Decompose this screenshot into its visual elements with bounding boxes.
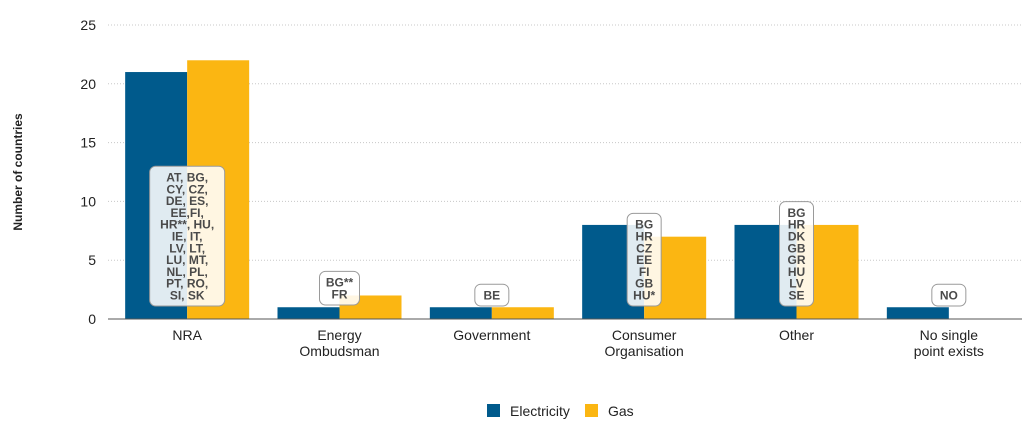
legend-swatch-gas xyxy=(585,404,598,417)
annotation-text-3-3: EE xyxy=(636,253,652,267)
annotation-text-0-8: NL, PL, xyxy=(166,265,207,279)
bar-electricity-1 xyxy=(277,307,340,319)
y-tick-label-0: 0 xyxy=(88,311,96,327)
y-tick-label-10: 10 xyxy=(80,193,96,209)
annotation-text-0-0: AT, BG, xyxy=(166,171,208,185)
annotation-text-0-2: DE, ES, xyxy=(166,194,209,208)
annotation-text-0-7: LU, MT, xyxy=(166,253,208,267)
annotation-text-0-6: LV, LT, xyxy=(169,241,205,255)
annotation-text-4-4: GR xyxy=(788,253,806,267)
y-tick-label-5: 5 xyxy=(88,252,96,268)
y-tick-label-15: 15 xyxy=(80,135,96,151)
annotation-text-0-3: EE,FI, xyxy=(170,206,203,220)
annotation-text-4-7: SE xyxy=(788,289,804,303)
x-tick-label-1-1: Ombudsman xyxy=(299,343,379,359)
x-tick-label-4-0: Other xyxy=(779,327,814,343)
annotation-text-0-5: IE, IT, xyxy=(172,230,203,244)
annotation-text-4-6: LV xyxy=(789,277,803,291)
annotation-text-4-2: DK xyxy=(788,230,806,244)
annotation-text-3-4: FI xyxy=(639,265,650,279)
annotation-text-0-4: HR**, HU, xyxy=(160,218,214,232)
annotation-box-1 xyxy=(319,270,360,306)
annotation-box-3 xyxy=(626,212,662,307)
x-tick-label-3-1: Organisation xyxy=(604,343,683,359)
bar-electricity-5 xyxy=(886,307,949,319)
legend-swatch-electricity xyxy=(487,404,500,417)
y-axis-label: Number of countries xyxy=(11,113,25,231)
bar-electricity-2 xyxy=(429,307,492,319)
x-tick-label-2-0: Government xyxy=(453,327,530,343)
bar-gas-2 xyxy=(491,307,554,319)
y-tick-label-25: 25 xyxy=(80,17,96,33)
annotation-text-4-1: HR xyxy=(788,218,806,232)
annotation-text-3-0: BG xyxy=(635,218,653,232)
annotation-text-0-10: SI, SK xyxy=(170,289,205,303)
annotation-text-0-9: PT, RO, xyxy=(166,277,208,291)
annotation-text-3-5: GB xyxy=(635,277,653,291)
x-tick-label-5-0: No single xyxy=(920,327,979,343)
legend-label-electricity: Electricity xyxy=(510,403,570,419)
annotation-text-4-3: GB xyxy=(788,241,806,255)
annotation-box-2 xyxy=(474,283,510,307)
annotation-text-0-1: CY, CZ, xyxy=(166,182,207,196)
x-tick-label-3-0: Consumer xyxy=(612,327,677,343)
annotation-text-5-0: NO xyxy=(940,289,958,303)
legend-label-gas: Gas xyxy=(608,403,634,419)
annotation-text-3-6: HU* xyxy=(633,289,655,303)
annotation-text-2-0: BE xyxy=(483,289,500,303)
annotation-text-4-5: HU xyxy=(788,265,805,279)
x-tick-label-1-0: Energy xyxy=(317,327,361,343)
x-tick-label-5-1: point exists xyxy=(914,343,984,359)
annotation-text-1-0: BG** xyxy=(326,276,354,290)
y-tick-label-20: 20 xyxy=(80,76,96,92)
annotation-box-5 xyxy=(931,283,967,307)
annotation-box-4 xyxy=(779,201,814,307)
annotation-text-4-0: BG xyxy=(788,206,806,220)
annotation-box-0 xyxy=(149,165,226,307)
annotation-text-1-1: FR xyxy=(332,288,348,302)
annotation-text-3-1: HR xyxy=(635,230,653,244)
annotation-text-3-2: CZ xyxy=(636,241,652,255)
x-tick-label-0-0: NRA xyxy=(172,327,202,343)
